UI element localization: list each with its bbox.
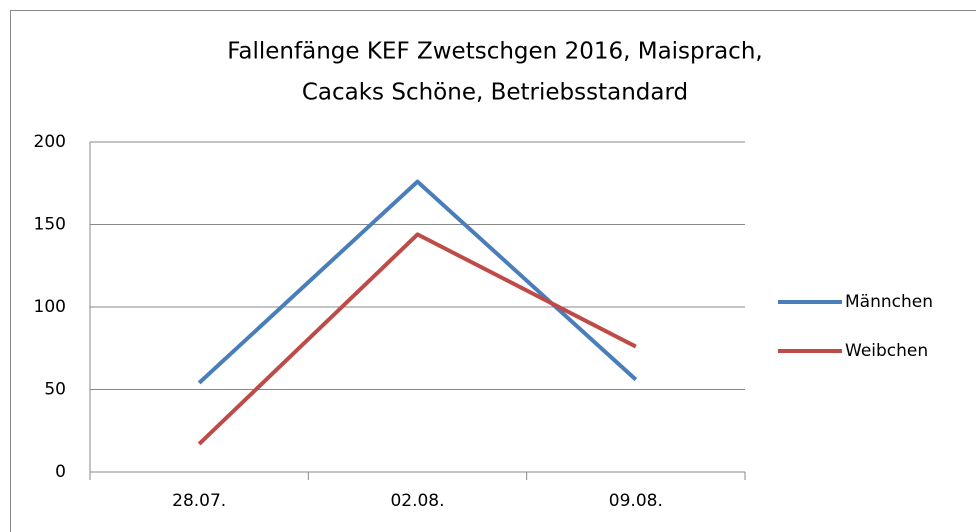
chart-title: Cacaks Schöne, Betriebsstandard: [302, 80, 688, 106]
x-tick-label: 02.08.: [390, 491, 444, 511]
y-tick-label: 150: [34, 215, 66, 235]
chart-title: Fallenfänge KEF Zwetschgen 2016, Maispra…: [227, 39, 762, 65]
series-line: [197, 232, 637, 446]
y-tick-label: 200: [34, 132, 66, 152]
y-tick-label: 50: [44, 380, 66, 400]
x-tick-label: 09.08.: [609, 491, 663, 511]
x-tick-label: 28.07.: [172, 491, 226, 511]
legend-label: Männchen: [845, 292, 933, 312]
legend-label: Weibchen: [845, 341, 928, 361]
y-tick-label: 100: [34, 297, 66, 317]
y-tick-label: 0: [55, 462, 66, 482]
series-line: [197, 179, 638, 385]
